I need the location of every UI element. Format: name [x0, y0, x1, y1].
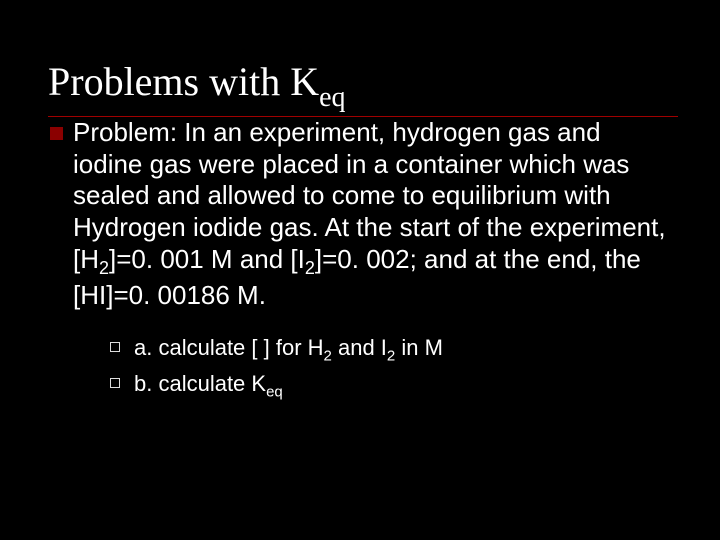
- slide-title: Problems with Keq: [44, 58, 676, 112]
- sub-bullet-square-icon: [110, 342, 120, 352]
- main-bullet-row: Problem: In an experiment, hydrogen gas …: [44, 117, 676, 312]
- sub-bullet-a: a. calculate [ ] for H2 and I2 in M: [110, 334, 676, 366]
- title-text: Problems with K: [48, 59, 319, 104]
- main-bullet-text: Problem: In an experiment, hydrogen gas …: [73, 117, 676, 312]
- sub-bullet-b-text: b. calculate Keq: [134, 370, 283, 402]
- sublist: a. calculate [ ] for H2 and I2 in M b. c…: [44, 334, 676, 402]
- sub-bullet-b: b. calculate Keq: [110, 370, 676, 402]
- title-subscript: eq: [319, 82, 345, 113]
- sub-bullet-a-text: a. calculate [ ] for H2 and I2 in M: [134, 334, 443, 366]
- sub-bullet-square-icon: [110, 378, 120, 388]
- slide: Problems with Keq Problem: In an experim…: [0, 0, 720, 540]
- bullet-square-icon: [50, 127, 63, 140]
